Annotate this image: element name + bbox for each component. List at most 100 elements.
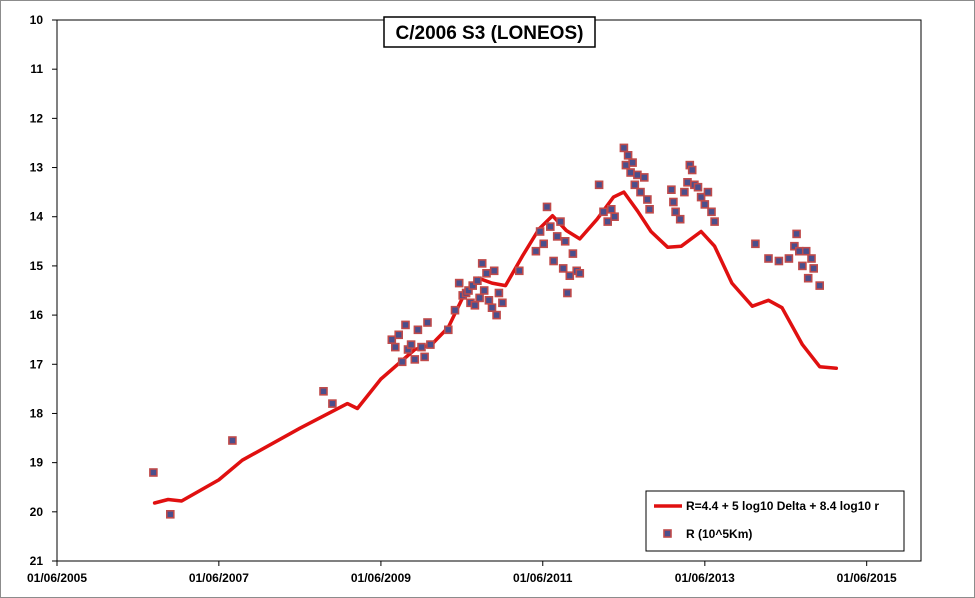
y-tick-label: 21 <box>30 554 44 568</box>
data-point <box>575 268 585 278</box>
data-point <box>539 239 549 249</box>
data-point <box>410 355 420 364</box>
data-point <box>319 386 328 396</box>
data-point <box>149 468 158 477</box>
y-tick-label: 19 <box>30 456 44 470</box>
data-point <box>626 168 635 177</box>
data-point <box>484 295 494 305</box>
data-point <box>696 192 706 202</box>
legend-label-model: R=4.4 + 5 log10 Delta + 8.4 log10 r <box>686 499 879 513</box>
data-point <box>633 170 642 180</box>
data-point <box>680 187 689 197</box>
data-point <box>387 335 397 345</box>
data-point <box>683 178 692 187</box>
data-point <box>482 268 491 278</box>
data-point <box>479 286 489 295</box>
data-point <box>328 399 337 408</box>
data-point <box>454 278 464 288</box>
data-point <box>166 509 175 519</box>
data-point <box>406 340 416 349</box>
series-line-model <box>152 190 839 505</box>
chart-title-box: C/2006 S3 (LONEOS) <box>383 16 596 48</box>
data-point <box>784 254 794 263</box>
data-point <box>671 207 680 217</box>
data-point <box>417 342 426 352</box>
data-point <box>599 207 608 217</box>
data-point <box>807 254 816 263</box>
data-point <box>492 310 501 320</box>
y-tick-label: 11 <box>30 62 43 76</box>
data-point <box>556 217 565 226</box>
data-point <box>560 237 570 246</box>
data-point <box>792 229 801 239</box>
y-tick-label: 17 <box>30 357 44 371</box>
data-point <box>542 202 552 212</box>
data-point <box>549 256 558 266</box>
data-point <box>401 320 410 330</box>
y-axis: 10 11 12 13 14 15 16 17 18 19 20 21 <box>30 13 57 568</box>
data-point <box>390 342 400 352</box>
x-tick-label: 01/06/2007 <box>189 571 249 585</box>
x-axis: 01/06/2005 01/06/2007 01/06/2009 01/06/2011… <box>27 561 897 585</box>
data-point <box>687 165 697 175</box>
chart-title: C/2006 S3 (LONEOS) <box>396 23 584 44</box>
data-point <box>487 303 497 313</box>
data-point <box>420 352 429 362</box>
y-tick-label: 15 <box>30 259 44 273</box>
data-point <box>794 246 804 256</box>
plot-area <box>56 19 922 562</box>
data-point <box>473 276 482 286</box>
data-point <box>514 266 524 276</box>
data-point <box>443 325 453 335</box>
data-point <box>568 249 578 258</box>
data-point <box>675 214 685 224</box>
data-point <box>563 288 572 298</box>
y-tick-label: 12 <box>30 111 44 125</box>
x-tick-label: 01/06/2015 <box>837 571 897 585</box>
data-point <box>535 227 545 236</box>
data-point <box>790 241 799 251</box>
data-point <box>815 281 825 290</box>
data-point <box>639 173 649 182</box>
data-point <box>751 239 760 249</box>
data-point <box>450 305 460 315</box>
x-tick-label: 01/06/2009 <box>351 571 411 585</box>
data-point <box>643 195 652 204</box>
y-tick-label: 10 <box>30 13 44 27</box>
data-point <box>610 212 619 221</box>
data-point <box>468 281 478 290</box>
data-point <box>774 256 784 266</box>
data-point <box>693 182 703 192</box>
data-point <box>413 325 423 335</box>
data-point <box>545 222 555 231</box>
data-point <box>552 232 562 241</box>
data-point <box>645 205 654 214</box>
y-tick-label: 18 <box>30 406 44 420</box>
y-tick-label: 16 <box>30 308 44 322</box>
data-point <box>606 205 616 214</box>
legend-box <box>645 490 905 552</box>
data-point <box>636 187 645 197</box>
data-point <box>703 187 713 197</box>
data-point <box>619 143 629 153</box>
data-point <box>594 180 604 190</box>
x-tick-label: 01/06/2011 <box>513 571 573 585</box>
data-point <box>228 436 237 445</box>
observations-layer <box>149 143 825 519</box>
data-point <box>489 266 499 276</box>
data-point <box>809 264 819 273</box>
data-point <box>669 197 678 207</box>
data-point <box>700 200 710 209</box>
y-tick-label: 14 <box>30 210 44 224</box>
data-point <box>423 318 432 327</box>
data-point <box>498 298 507 308</box>
legend-marker-swatch <box>663 529 672 538</box>
x-tick-label: 01/06/2013 <box>675 571 735 585</box>
data-point <box>475 293 484 303</box>
data-point <box>531 246 541 256</box>
data-point <box>565 271 575 281</box>
data-point <box>710 217 719 226</box>
data-point <box>628 158 637 167</box>
data-point <box>630 180 640 190</box>
